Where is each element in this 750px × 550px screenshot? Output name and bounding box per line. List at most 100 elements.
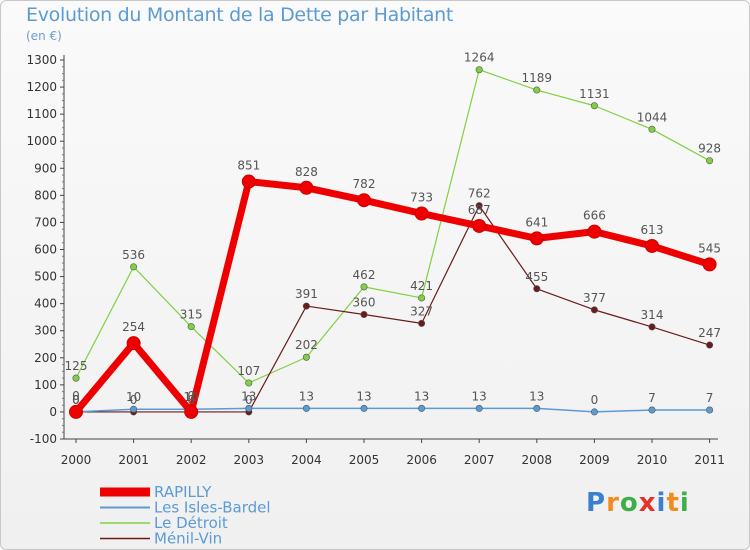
data-label: 828 [295, 165, 318, 179]
data-point [130, 405, 138, 413]
legend-label: RAPILLY [154, 483, 212, 501]
x-tick-label: 2007 [464, 453, 495, 467]
data-label: 391 [295, 287, 318, 301]
data-point [529, 231, 544, 246]
logo-letter: P [586, 488, 607, 518]
data-point [645, 238, 659, 253]
series-le-d-troit [72, 66, 714, 387]
x-tick-label: 2010 [637, 453, 668, 467]
y-tick-label: 600 [34, 243, 57, 257]
data-point [533, 285, 541, 293]
x-tick-label: 2011 [694, 453, 725, 467]
data-label: 782 [353, 177, 376, 191]
x-tick-label: 2000 [61, 453, 92, 467]
data-point [590, 408, 598, 416]
y-tick-label: 0 [49, 405, 57, 419]
data-label: 10 [126, 390, 141, 404]
x-tick-label: 2008 [522, 453, 553, 467]
data-label: 314 [641, 308, 664, 322]
data-label: 360 [353, 295, 376, 309]
data-label: 254 [122, 320, 145, 334]
data-label: 0 [187, 393, 195, 407]
data-label: 0 [72, 393, 80, 407]
series-line [75, 407, 710, 413]
data-point [475, 66, 483, 74]
data-point [702, 257, 717, 272]
data-point [475, 202, 483, 210]
data-label: 13 [529, 389, 544, 403]
data-point [648, 125, 656, 133]
series-les-isles-bardel [72, 404, 714, 416]
data-label: 851 [237, 159, 260, 173]
data-point [245, 404, 253, 412]
data-point [648, 323, 656, 331]
y-tick-label: 1200 [26, 80, 57, 94]
data-label: 0 [130, 393, 138, 407]
data-point [472, 218, 487, 233]
data-label: 202 [295, 338, 318, 352]
y-tick-label: 1000 [26, 134, 57, 148]
data-label: 1044 [637, 110, 668, 124]
data-label: 13 [299, 389, 314, 403]
data-point [302, 302, 310, 310]
data-point [533, 404, 541, 412]
y-tick-label: 1100 [26, 107, 57, 121]
legend-item: RAPILLY [100, 483, 212, 501]
data-label: 0 [245, 393, 253, 407]
legend-item: Le Détroit [100, 514, 228, 532]
data-label: 687 [468, 203, 491, 217]
data-label: 315 [180, 308, 203, 322]
data-label: 0 [72, 393, 80, 407]
x-tick-label: 2002 [176, 453, 207, 467]
data-point [357, 193, 371, 208]
logo-letter: i [679, 488, 690, 518]
data-point [706, 406, 714, 414]
y-tick-label: 100 [34, 378, 57, 392]
data-label: 0 [72, 389, 80, 403]
logo-letter: i [656, 488, 667, 518]
y-tick-label: -100 [30, 432, 57, 446]
data-label: 7 [706, 391, 714, 405]
data-label: 455 [525, 270, 548, 284]
data-label: 13 [241, 389, 256, 403]
data-point [245, 379, 253, 387]
data-point [475, 404, 483, 412]
data-label: 421 [410, 279, 433, 293]
data-point [533, 86, 541, 94]
data-point [648, 406, 656, 414]
data-point [126, 336, 141, 351]
x-tick-label: 2005 [349, 453, 380, 467]
legend-label: Les Isles-Bardel [154, 499, 271, 517]
y-tick-label: 900 [34, 161, 57, 175]
data-label: 1189 [522, 71, 553, 85]
data-label: 13 [472, 389, 487, 403]
data-point [418, 404, 426, 412]
x-tick-label: 2003 [234, 453, 265, 467]
data-label: 377 [583, 291, 606, 305]
data-point [418, 294, 426, 302]
logo-letter: o [619, 488, 639, 518]
data-point [184, 404, 199, 419]
data-point [587, 224, 602, 239]
y-tick-label: 1300 [26, 53, 57, 67]
chart-title: Evolution du Montant de la Dette par Hab… [26, 4, 454, 26]
legend-item: Les Isles-Bardel [100, 499, 271, 517]
data-point [69, 404, 83, 419]
logo-letter: r [606, 488, 620, 518]
y-tick-label: 800 [34, 188, 57, 202]
data-point [130, 263, 138, 271]
data-point [360, 404, 368, 412]
data-label: 733 [410, 190, 433, 204]
legend-item: Ménil-Vin [100, 530, 222, 548]
y-tick-label: 700 [34, 215, 57, 229]
data-label: 928 [698, 142, 721, 156]
data-label: 13 [414, 389, 429, 403]
data-label: 762 [468, 187, 491, 201]
data-point [706, 157, 714, 165]
data-point [418, 319, 426, 327]
data-point [302, 353, 310, 361]
y-tick-label: 400 [34, 297, 57, 311]
x-tick-label: 2001 [118, 453, 149, 467]
x-tick-label: 2009 [579, 453, 610, 467]
data-point [706, 341, 714, 349]
